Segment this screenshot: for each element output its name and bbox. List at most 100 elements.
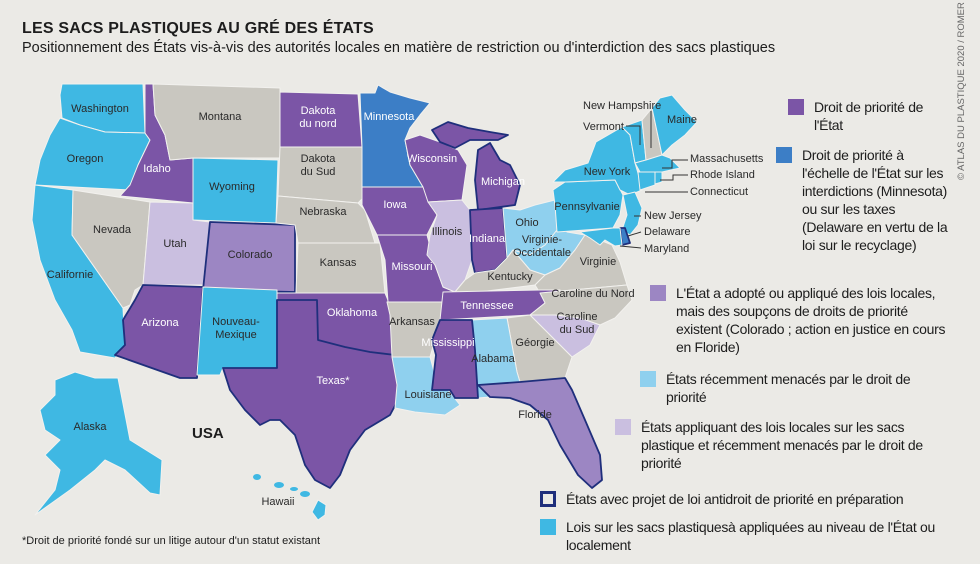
state-shape	[426, 199, 473, 293]
state-la	[391, 356, 461, 416]
state-label-oh: Ohio	[515, 217, 538, 229]
leader-line	[662, 159, 688, 169]
state-shape	[637, 171, 656, 191]
state-label-md: Maryland	[644, 243, 689, 255]
legend-text: L'État a adopté ou appliqué des lois loc…	[676, 285, 946, 355]
legend-item-threatened: États récemment menacés par le droit de …	[640, 370, 950, 406]
state-label-tx: Texas*	[316, 375, 350, 387]
state-label-nc: Caroline du Nord	[551, 288, 634, 300]
state-label-nm: Nouveau-Mexique	[212, 316, 260, 341]
state-hi	[253, 474, 327, 521]
state-label-nd: Dakota du nord	[299, 105, 336, 130]
state-label-al: Alabama	[471, 353, 515, 365]
state-label-co: Colorado	[228, 249, 273, 261]
state-shape	[34, 371, 163, 516]
state-label-wa: Washington	[71, 103, 129, 115]
state-label-il: Illinois	[432, 226, 463, 238]
state-shape	[651, 94, 698, 156]
leader-line	[627, 231, 642, 237]
state-label-wi: Wisconsin	[407, 153, 457, 165]
state-ak	[34, 371, 163, 516]
state-label-fl: Floride	[518, 409, 552, 421]
legend-swatch	[540, 519, 556, 535]
state-shape	[391, 356, 461, 416]
legend-item-local-threatened: États appliquant des lois locales sur le…	[615, 418, 950, 472]
state-label-wy: Wyoming	[209, 181, 255, 193]
legend-item-suspected: L'État a adopté ou appliqué des lois loc…	[650, 284, 950, 356]
page-title: LES SACS PLASTIQUES AU GRÉ DES ÉTATS	[22, 20, 374, 37]
state-label-id: Idaho	[143, 163, 171, 175]
state-label-nh: New Hampshire	[583, 100, 661, 112]
state-shape	[202, 221, 296, 293]
state-label-ms: Mississippi	[421, 337, 474, 349]
state-label-mn: Minnesota	[364, 111, 416, 123]
state-shape	[474, 142, 521, 211]
state-sd	[277, 146, 364, 204]
legend-swatch	[615, 419, 631, 435]
hawaii-island	[253, 474, 261, 480]
state-shape	[454, 249, 546, 296]
legend-text: États appliquant des lois locales sur le…	[641, 419, 923, 471]
state-label-ne: Nebraska	[299, 206, 347, 218]
legend-swatch	[640, 371, 656, 387]
state-shape	[477, 377, 603, 489]
state-label-me: Maine	[667, 114, 697, 126]
leader-line	[626, 125, 641, 145]
state-label-sc: Caroline du Sud	[557, 311, 598, 336]
country-label: USA	[192, 425, 224, 442]
state-label-de: Delaware	[644, 226, 690, 238]
legend-swatch	[540, 491, 556, 507]
hawaii-island	[274, 482, 284, 488]
state-nj	[621, 191, 643, 236]
legend-item-preemption: Droit de priorité de l'État	[788, 98, 948, 134]
legend-text: États récemment menacés par le droit de …	[666, 371, 911, 405]
state-label-vt: Vermont	[583, 121, 624, 133]
footnote: *Droit de priorité fondé sur un litige a…	[22, 535, 321, 547]
state-label-az: Arizona	[141, 317, 179, 329]
leader-line	[619, 245, 642, 249]
state-label-ky: Kentucky	[487, 271, 533, 283]
hawaii-island	[300, 491, 310, 497]
state-label-ga: Géorgie	[515, 337, 554, 349]
state-label-ut: Utah	[163, 238, 186, 250]
state-shape	[311, 499, 327, 521]
state-ny	[552, 126, 643, 196]
state-label-nv: Nevada	[93, 224, 132, 236]
credit: © ATLAS DU PLASTIQUE 2020 / ROMER	[956, 2, 967, 180]
state-md	[579, 227, 623, 247]
state-label-ma: Massachusetts	[690, 153, 764, 165]
legend-swatch	[788, 99, 804, 115]
legend-item-laws: Lois sur les sacs plastiquesà appliquées…	[540, 518, 975, 554]
state-shape	[552, 126, 643, 196]
state-ri	[654, 171, 663, 185]
state-label-ok: Oklahoma	[327, 307, 378, 319]
state-shape	[431, 319, 479, 399]
state-label-tn: Tennessee	[460, 300, 513, 312]
state-label-or: Oregon	[67, 153, 104, 165]
legend-text: Droit de priorité de l'État	[814, 99, 924, 133]
state-label-la: Louisiane	[404, 389, 451, 401]
state-label-ks: Kansas	[320, 257, 357, 269]
state-label-mi: Michigan	[481, 176, 525, 188]
state-co	[202, 221, 296, 293]
legend-text: Lois sur les sacs plastiquesà appliquées…	[566, 519, 936, 553]
state-label-ny: New York	[584, 166, 631, 178]
state-il	[426, 199, 473, 293]
state-shape	[431, 121, 509, 149]
state-label-mo: Missouri	[392, 261, 433, 273]
legend-text: Droit de priorité à l'échelle de l'État …	[802, 147, 948, 253]
state-shape	[222, 299, 401, 489]
state-label-sd: Dakota du Sud	[301, 153, 337, 178]
legend-text: États avec projet de loi antidroit de pr…	[566, 491, 904, 507]
state-shape	[404, 134, 468, 203]
state-ky	[454, 249, 546, 296]
state-label-wv: Virginie-Occidentale	[513, 234, 571, 259]
state-shape	[621, 191, 643, 236]
state-wi	[404, 134, 468, 203]
state-label-hi: Hawaii	[261, 496, 294, 508]
state-fl	[477, 377, 603, 489]
state-me	[651, 94, 698, 156]
state-label-pa: Pennsylvanie	[554, 201, 619, 213]
state-label-ar: Arkansas	[389, 316, 435, 328]
